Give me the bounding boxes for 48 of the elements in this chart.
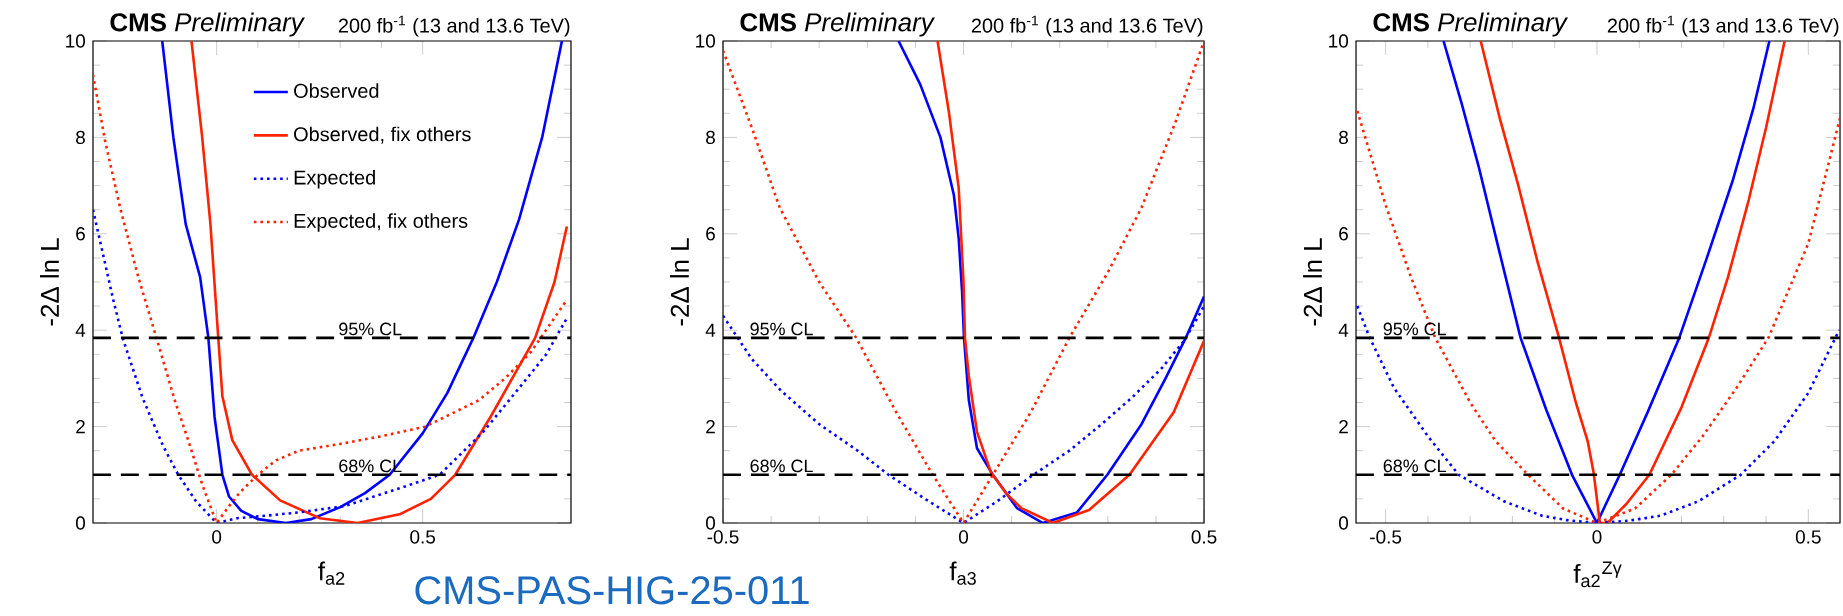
x-axis-title: f$_{a3}$ — [949, 561, 976, 585]
y-tick-label: 8 — [706, 130, 715, 145]
x-tick-label: -0.5 — [1370, 530, 1402, 544]
legend-label: Observed, fix others — [294, 126, 471, 144]
x-tick-label: 0.5 — [410, 530, 436, 544]
y-tick-label: 6 — [76, 227, 85, 241]
y-axis-title: -2Δ ln L — [670, 238, 689, 326]
ref-line-label: 68% CL — [750, 459, 813, 473]
y-tick-label: 10 — [66, 34, 86, 48]
ref-line-label: 95% CL — [750, 322, 813, 336]
y-tick-label: 8 — [1339, 130, 1348, 145]
y-tick-label: 10 — [696, 34, 716, 48]
y-tick-label: 2 — [76, 419, 85, 434]
x-axis-title: f$_{a2}$Zγ — [1573, 561, 1622, 588]
legend-label: Expected — [294, 169, 375, 189]
y-tick-label: 8 — [76, 130, 85, 145]
y-tick-label: 4 — [1338, 323, 1349, 337]
y-tick-label: 6 — [706, 227, 715, 241]
ref-line-label: 95% CL — [1383, 322, 1446, 336]
y-tick-label: 6 — [1339, 227, 1348, 241]
chart-subtitle: 200 fb$^{-1}$ (13 and 13.6 TeV) — [971, 15, 1203, 37]
y-tick-label: 4 — [705, 323, 716, 337]
y-tick-label: 0 — [705, 516, 716, 530]
y-tick-label: 0 — [1339, 516, 1349, 530]
y-tick-label: 2 — [706, 419, 715, 434]
x-tick-label: 0 — [212, 530, 222, 544]
y-tick-label: 10 — [1329, 34, 1349, 48]
chart-title: CMS Preliminary — [110, 12, 305, 37]
y-axis-title: -2Δ ln L — [1303, 238, 1322, 326]
y-tick-label: 4 — [75, 323, 86, 337]
chart-subtitle: 200 fb$^{-1}$ (13 and 13.6 TeV) — [1607, 15, 1839, 37]
y-tick-label: 0 — [75, 516, 86, 530]
ref-line-label: 95% CL — [339, 322, 402, 336]
x-tick-label: 0 — [1592, 530, 1602, 544]
y-tick-label: 2 — [1339, 419, 1348, 434]
chart-subtitle: 200 fb$^{-1}$ (13 and 13.6 TeV) — [338, 15, 570, 37]
x-tick-label: 0.5 — [1795, 530, 1821, 544]
x-tick-label: 0 — [959, 530, 969, 544]
x-tick-label: 0.5 — [1191, 530, 1217, 544]
chart-title: CMS Preliminary — [740, 12, 935, 37]
text: CMS-PAS-HIG-25-011 — [415, 576, 809, 605]
legend-label: Observed — [294, 83, 379, 98]
ref-line-label: 68% CL — [1383, 459, 1446, 473]
chart-title: CMS Preliminary — [1373, 12, 1568, 37]
x-axis-title: f$_{a2}$ — [318, 561, 345, 585]
x-tick-label: -0.5 — [707, 530, 739, 544]
y-axis-title: -2Δ ln L — [40, 238, 59, 326]
legend-label: Expected, fix others — [294, 213, 468, 232]
